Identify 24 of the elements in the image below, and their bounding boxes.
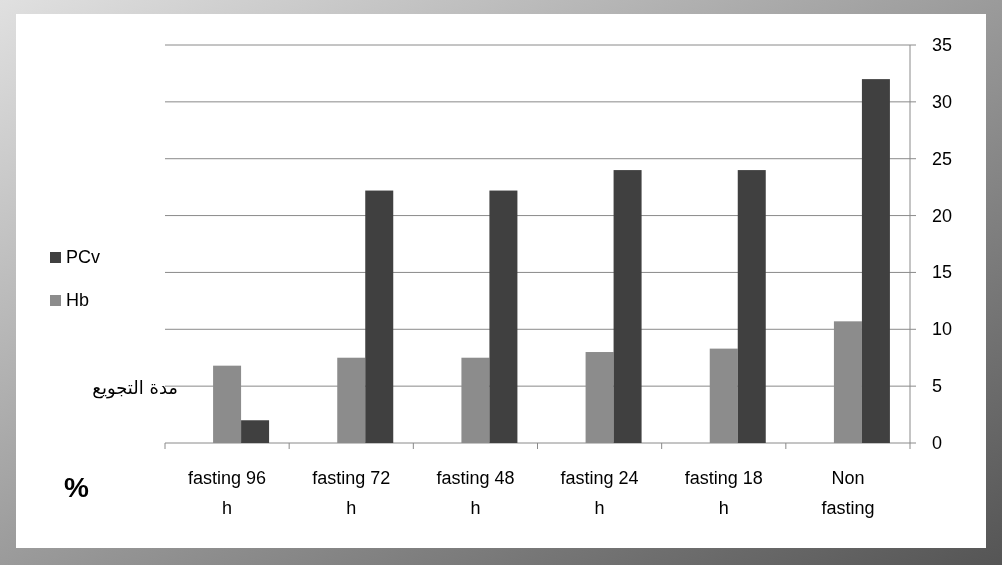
y-tick-label: 20 — [932, 205, 953, 226]
y-tick-label: 35 — [932, 35, 953, 55]
x-tick-label: fasting 72 h — [312, 468, 391, 518]
bar — [365, 190, 394, 443]
legend-label: PCv — [66, 247, 101, 267]
y-axis-title: % — [64, 472, 89, 503]
bar — [241, 420, 270, 443]
y-tick-label: 10 — [932, 319, 953, 340]
x-tick-label: Non fasting — [821, 468, 875, 518]
y-tick-label: 5 — [932, 376, 943, 397]
x-tick-label: fasting 96 h — [188, 468, 267, 518]
bar — [861, 79, 890, 443]
x-tick-label: fasting 48 h — [436, 468, 515, 518]
x-axis-title: مدة التجويع — [92, 377, 178, 399]
x-tick-label: fasting 18 h — [684, 468, 763, 518]
y-tick-label: 15 — [932, 262, 953, 283]
legend-label: Hb — [66, 290, 90, 310]
bar — [737, 170, 766, 443]
y-tick-label: 25 — [932, 148, 953, 169]
y-tick-label: 0 — [932, 433, 943, 453]
bar — [613, 170, 642, 443]
y-tick-label: 30 — [932, 91, 953, 112]
x-tick-label: fasting 24 h — [560, 468, 639, 518]
bar — [489, 190, 518, 443]
